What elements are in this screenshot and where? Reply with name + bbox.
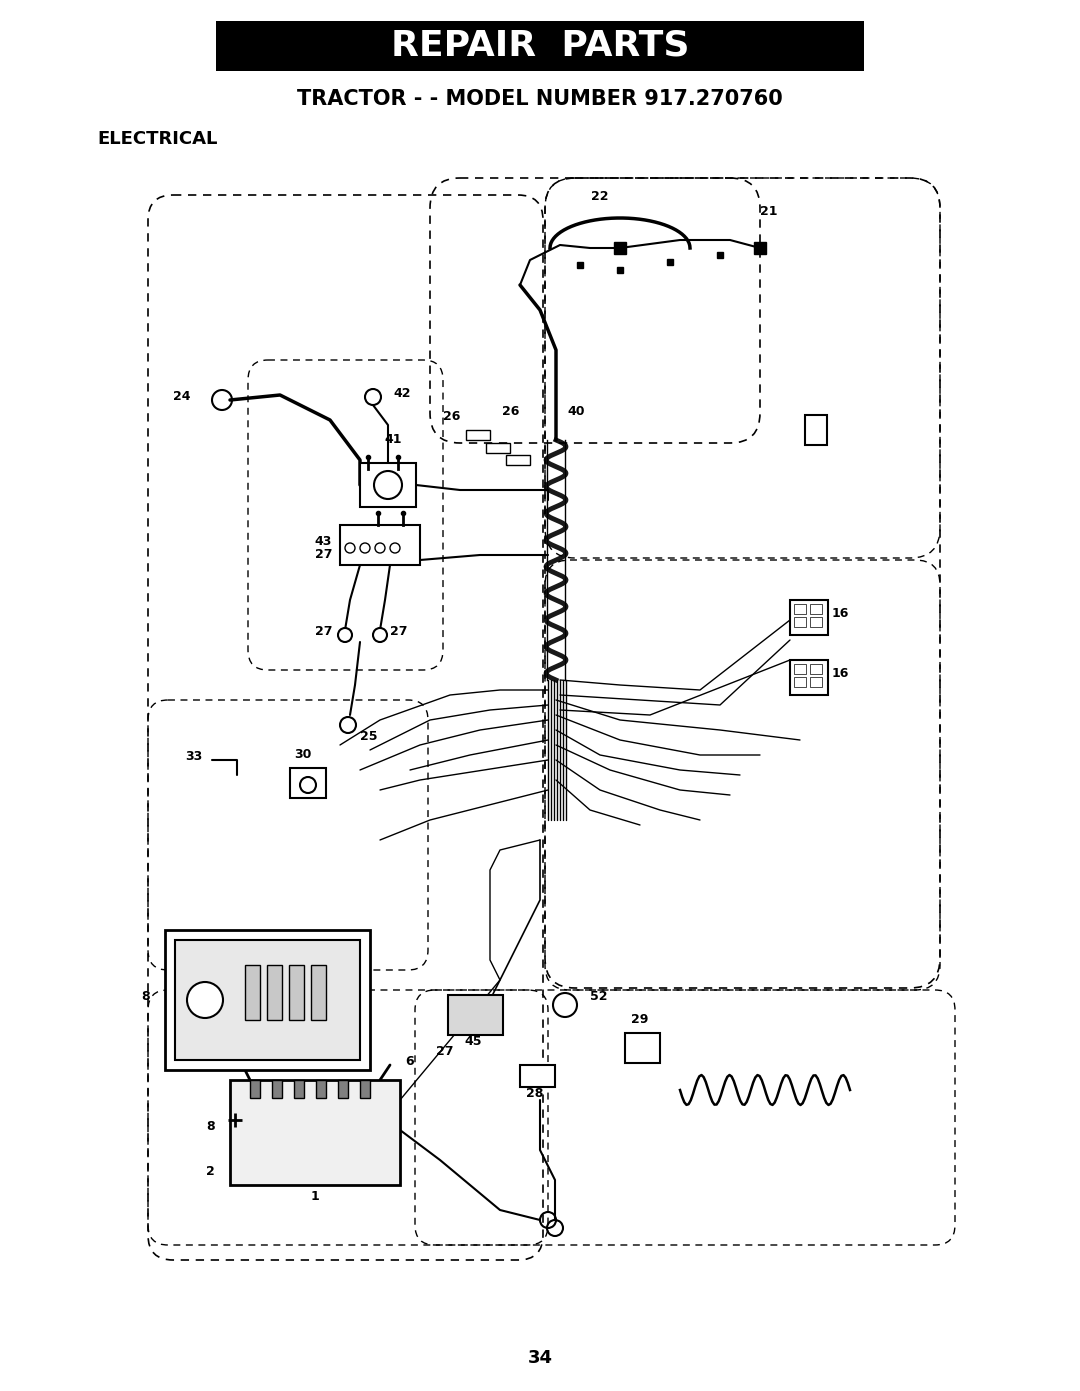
Text: 25: 25 xyxy=(360,730,378,743)
Text: REPAIR  PARTS: REPAIR PARTS xyxy=(391,29,689,63)
Text: 27: 27 xyxy=(314,548,332,561)
Text: 21: 21 xyxy=(760,204,778,218)
Bar xyxy=(810,618,822,627)
Text: 28: 28 xyxy=(526,1086,543,1100)
Bar xyxy=(291,768,326,798)
Bar xyxy=(810,604,822,613)
Circle shape xyxy=(360,542,370,554)
Bar xyxy=(794,618,806,627)
Bar xyxy=(805,415,827,445)
Text: 24: 24 xyxy=(173,389,190,403)
Text: TRACTOR - - MODEL NUMBER 917.270760: TRACTOR - - MODEL NUMBER 917.270760 xyxy=(297,89,783,108)
Text: 41: 41 xyxy=(384,433,402,447)
Bar xyxy=(289,965,303,1020)
Circle shape xyxy=(345,542,355,554)
Circle shape xyxy=(374,472,402,499)
Text: 45: 45 xyxy=(464,1035,482,1047)
Circle shape xyxy=(187,982,222,1018)
Bar xyxy=(360,463,416,506)
Text: 6: 6 xyxy=(405,1054,414,1068)
Bar xyxy=(810,677,822,687)
Bar xyxy=(272,1079,282,1097)
Bar xyxy=(519,1066,555,1086)
Circle shape xyxy=(375,542,384,554)
Text: 16: 16 xyxy=(832,668,849,680)
Bar xyxy=(175,940,360,1060)
Text: 2: 2 xyxy=(206,1166,215,1178)
Bar xyxy=(465,430,490,440)
Circle shape xyxy=(300,778,316,793)
Bar xyxy=(338,1079,348,1097)
Bar xyxy=(316,1079,326,1097)
Text: 8: 8 xyxy=(206,1120,215,1134)
Text: 42: 42 xyxy=(393,387,410,401)
Bar xyxy=(165,931,370,1070)
Bar xyxy=(448,995,503,1035)
Text: 33: 33 xyxy=(185,750,202,764)
Bar xyxy=(789,659,828,696)
Bar xyxy=(267,965,282,1020)
Text: 34: 34 xyxy=(527,1349,553,1366)
Text: 9: 9 xyxy=(216,1050,225,1063)
Bar xyxy=(245,965,260,1020)
Bar xyxy=(625,1034,660,1063)
Text: 26: 26 xyxy=(502,405,519,419)
Text: 40: 40 xyxy=(567,405,584,419)
Text: 27: 27 xyxy=(390,625,407,638)
Bar xyxy=(486,442,510,453)
Bar xyxy=(794,664,806,675)
Text: 27: 27 xyxy=(314,625,332,638)
Bar xyxy=(294,1079,303,1097)
Bar xyxy=(216,21,864,71)
Text: ELECTRICAL: ELECTRICAL xyxy=(97,131,217,147)
Text: 29: 29 xyxy=(632,1013,649,1027)
Circle shape xyxy=(390,542,400,554)
Bar xyxy=(810,664,822,675)
Text: 27: 27 xyxy=(436,1045,454,1059)
Text: 43: 43 xyxy=(314,536,332,548)
Text: 30: 30 xyxy=(295,748,312,761)
Circle shape xyxy=(373,627,387,643)
Bar xyxy=(311,965,326,1020)
Bar xyxy=(794,677,806,687)
Bar xyxy=(230,1079,400,1185)
Text: 8: 8 xyxy=(141,990,150,1003)
Text: 1: 1 xyxy=(311,1189,320,1203)
Text: 16: 16 xyxy=(832,606,849,620)
Circle shape xyxy=(553,993,577,1017)
Text: 22: 22 xyxy=(591,191,609,203)
Text: 26: 26 xyxy=(443,410,460,423)
Bar xyxy=(340,524,420,565)
Bar xyxy=(794,604,806,613)
Bar xyxy=(507,455,530,465)
Text: 27: 27 xyxy=(307,1029,324,1043)
Circle shape xyxy=(338,627,352,643)
Bar xyxy=(249,1079,260,1097)
Text: 52: 52 xyxy=(590,990,607,1003)
Bar xyxy=(789,600,828,636)
Bar xyxy=(360,1079,370,1097)
